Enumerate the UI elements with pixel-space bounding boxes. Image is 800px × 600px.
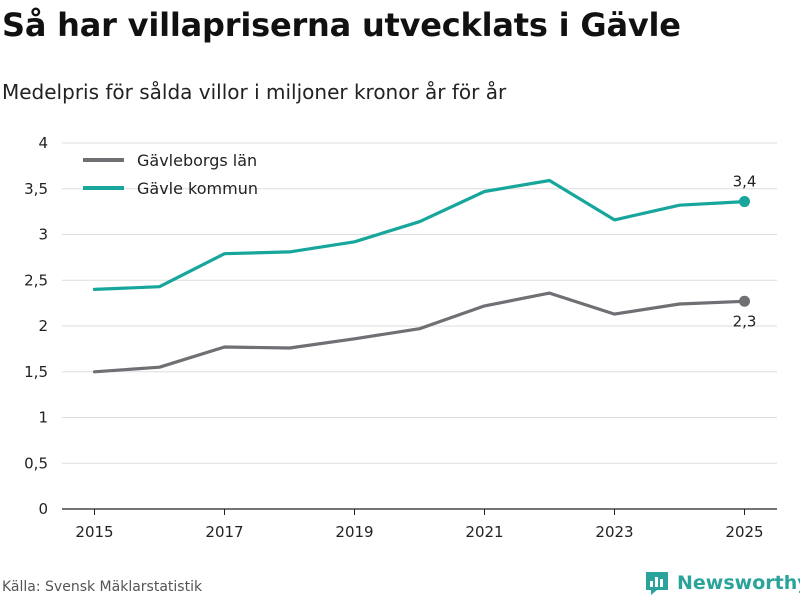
y-tick-label: 2,5 (24, 271, 48, 289)
source-note: Källa: Svensk Mäklarstatistik (2, 579, 203, 595)
series-end-label-1: 3,4 (733, 173, 757, 191)
newsworthy-logo-icon (646, 572, 668, 595)
x-tick-label: 2025 (725, 523, 763, 541)
x-axis (62, 508, 777, 515)
series: 2,3 3,4 (92, 173, 757, 374)
x-tick-label: 2023 (595, 523, 633, 541)
legend-label-0: Gävleborgs län (137, 151, 257, 170)
y-tick-label: 4 (38, 134, 48, 152)
y-tick-label: 0 (38, 500, 48, 518)
y-tick-label: 3,5 (24, 180, 48, 198)
series-line-0 (92, 291, 747, 374)
x-tick-label: 2019 (335, 523, 373, 541)
chart-subtitle: Medelpris för sålda villor i miljoner kr… (2, 80, 507, 104)
series-end-point-1 (739, 196, 750, 208)
series-end-label-0: 2,3 (733, 312, 757, 330)
x-axis-tick-labels: 2015 2017 2019 2021 2023 2025 (75, 523, 763, 541)
chart-title: Så har villapriserna utvecklats i Gävle (2, 6, 681, 44)
y-tick-label: 0,5 (24, 454, 48, 472)
y-tick-label: 2 (38, 317, 48, 335)
y-tick-label: 1 (38, 409, 48, 427)
brand-logo: Newsworthy (644, 570, 800, 596)
y-axis-tick-labels: 0 0,5 1 1,5 2 2,5 3 3,5 4 (24, 134, 48, 518)
x-tick-label: 2017 (205, 523, 243, 541)
series-end-point-0 (739, 295, 750, 307)
y-tick-label: 1,5 (24, 363, 48, 381)
grid-lines (62, 142, 777, 464)
legend-label-1: Gävle kommun (137, 179, 258, 198)
brand-name: Newsworthy (677, 572, 800, 594)
x-tick-label: 2021 (465, 523, 503, 541)
legend: Gävleborgs län Gävle kommun (83, 151, 258, 198)
x-tick-label: 2015 (75, 523, 113, 541)
series-line-1 (92, 178, 747, 291)
y-tick-label: 3 (38, 226, 48, 244)
